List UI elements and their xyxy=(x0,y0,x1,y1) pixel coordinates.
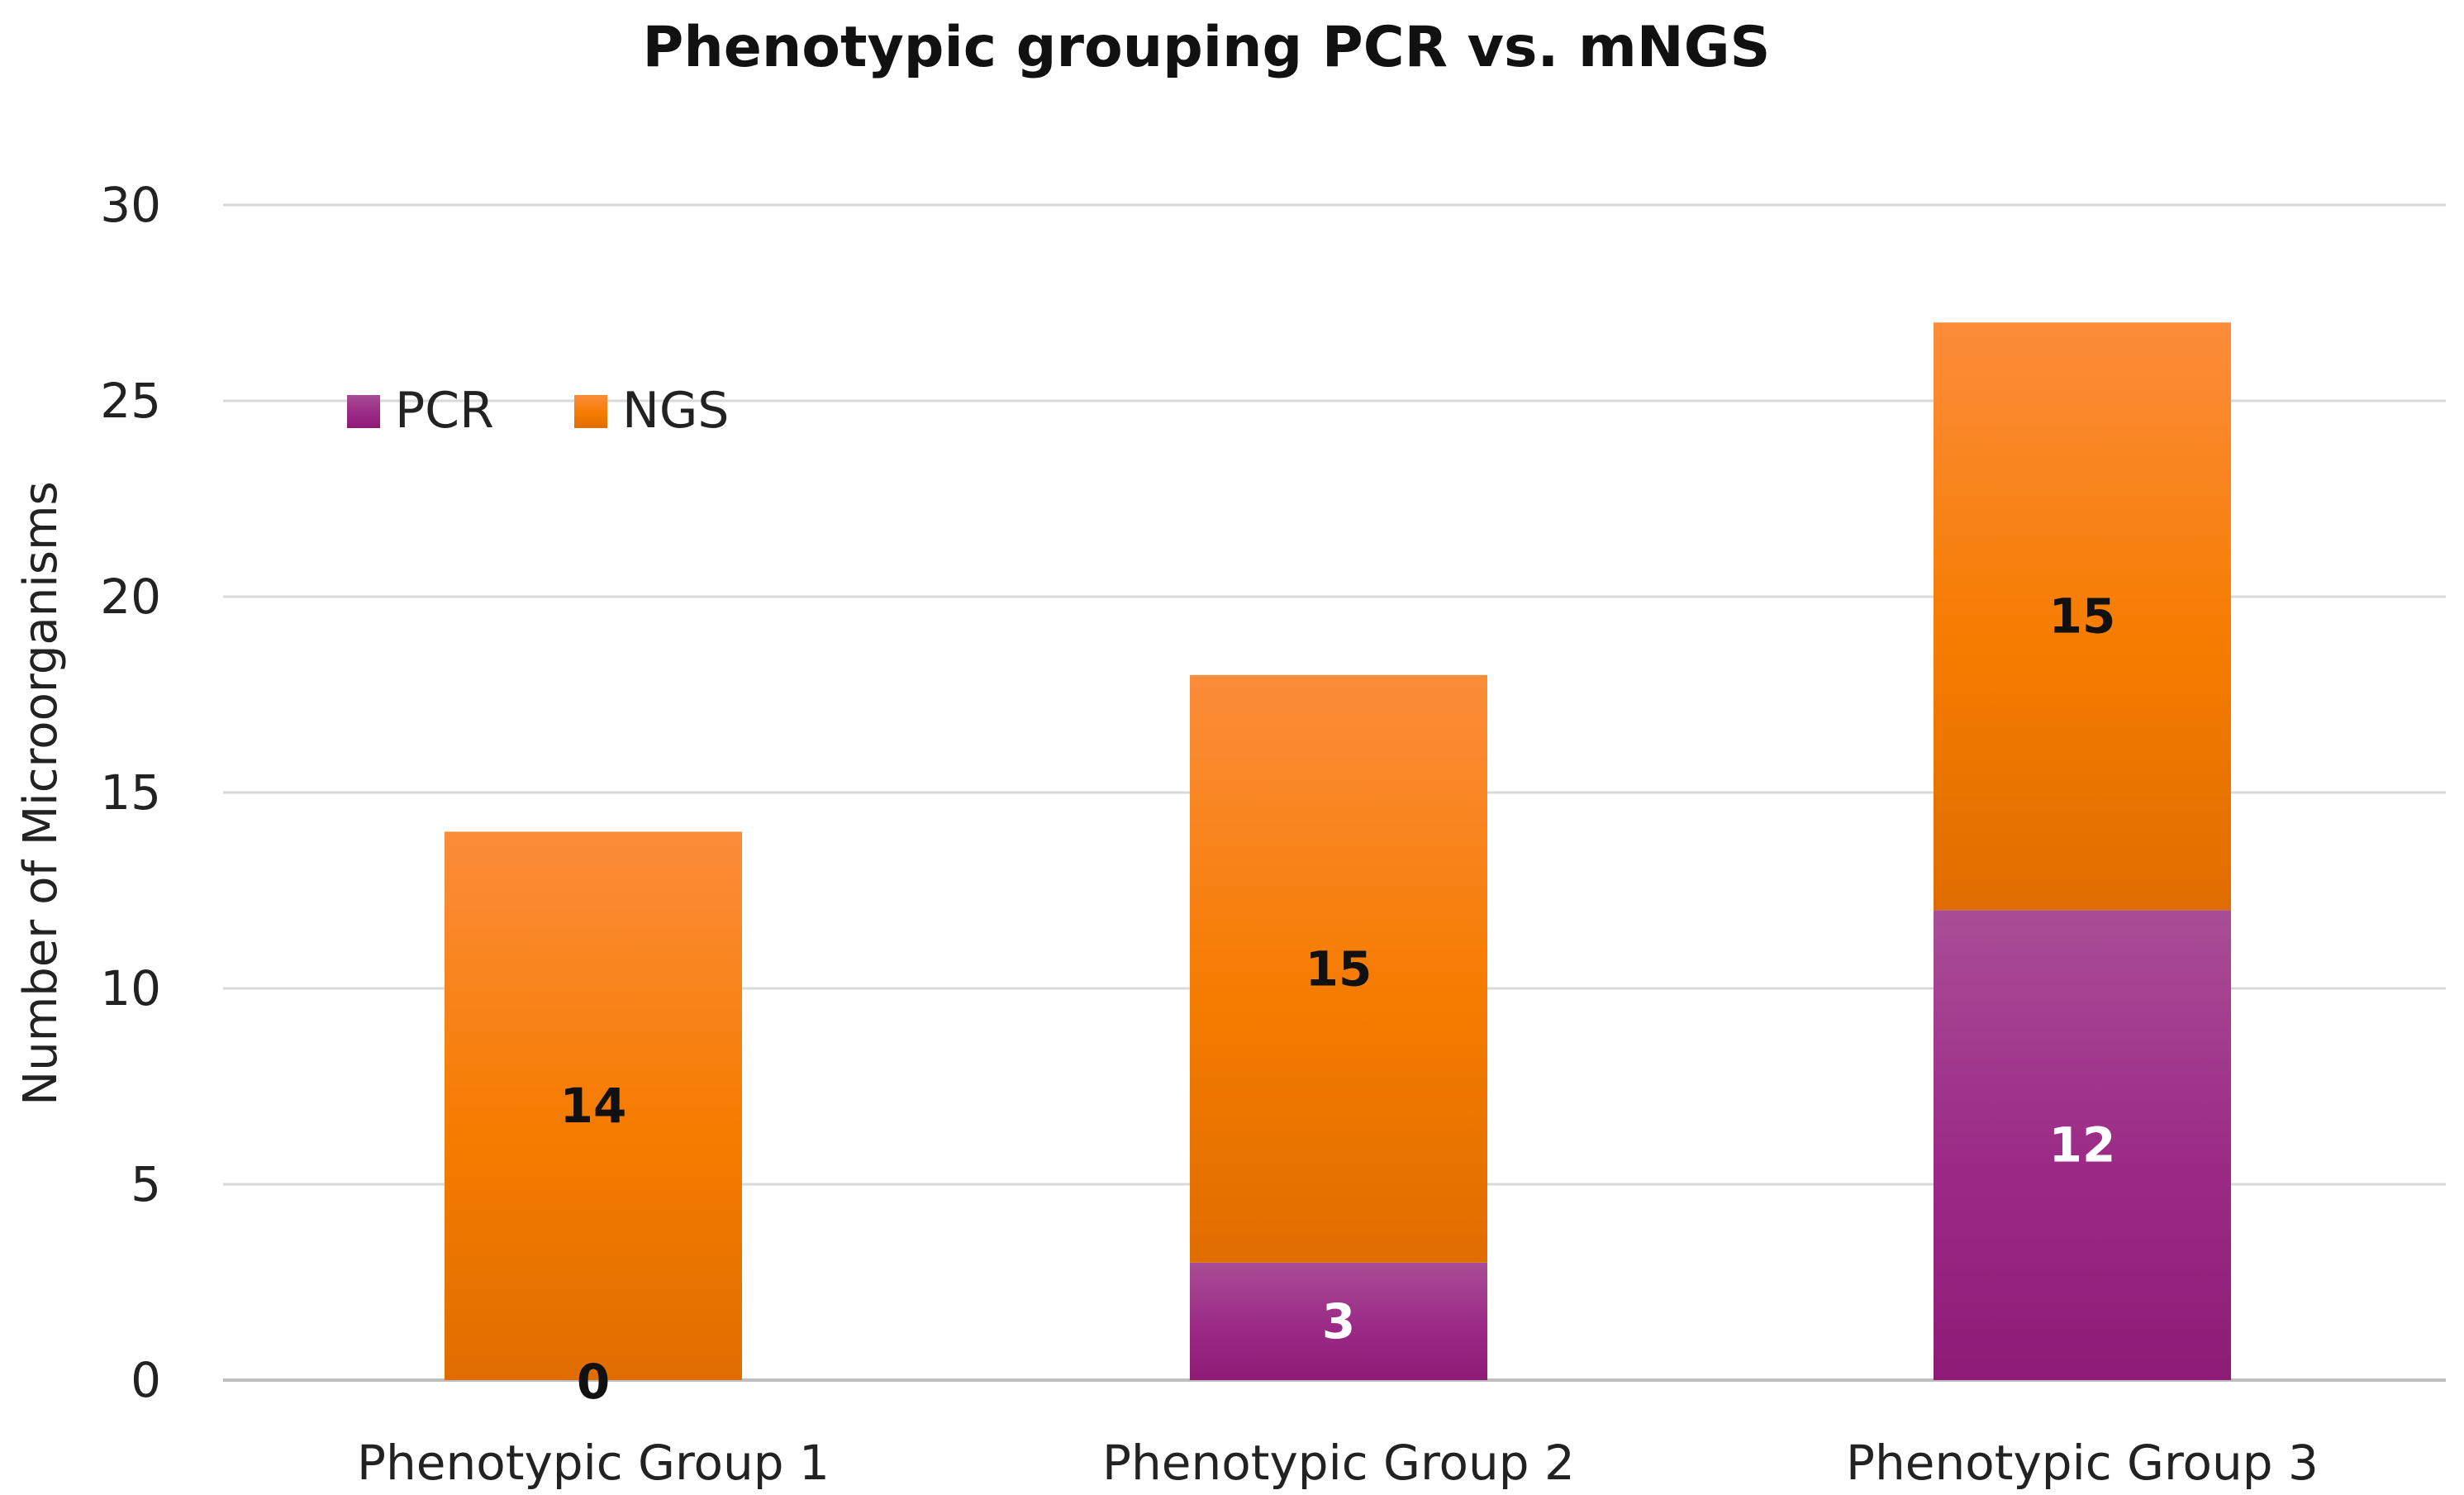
y-tick-label: 15 xyxy=(100,764,161,821)
chart-title: Phenotypic grouping PCR vs. mNGS xyxy=(642,15,1770,80)
data-labels: 0 14 3 15 12 15 xyxy=(560,588,2116,1410)
bar-ngs-group-2 xyxy=(1190,674,1487,1263)
bar-pcr-group-3 xyxy=(1934,910,2231,1380)
data-label-ngs-group-3: 15 xyxy=(2049,588,2116,645)
data-label-ngs-group-2: 15 xyxy=(1306,940,1372,997)
legend: PCR NGS xyxy=(347,382,729,440)
y-tick-label: 10 xyxy=(100,960,161,1017)
x-tick-label: Phenotypic Group 1 xyxy=(357,1435,830,1491)
y-tick-label: 30 xyxy=(100,177,161,233)
x-tick-label: Phenotypic Group 2 xyxy=(1102,1435,1575,1491)
bar-pcr-group-2 xyxy=(1190,1262,1487,1380)
y-tick-label: 0 xyxy=(131,1352,161,1408)
y-tick-label: 25 xyxy=(100,373,161,429)
data-label-ngs-group-1: 14 xyxy=(560,1078,627,1134)
bars xyxy=(445,322,2231,1380)
data-label-pcr-group-3: 12 xyxy=(2049,1117,2116,1174)
y-axis-ticks: 0 5 10 15 20 25 30 xyxy=(100,177,161,1408)
data-label-pcr-group-1: 0 xyxy=(577,1354,610,1410)
bar-ngs-group-3 xyxy=(1934,322,2231,911)
y-tick-label: 20 xyxy=(100,569,161,625)
legend-label-ngs: NGS xyxy=(622,382,729,440)
x-tick-label: Phenotypic Group 3 xyxy=(1846,1435,2319,1491)
legend-swatch-ngs xyxy=(574,395,607,428)
y-axis-title: Number of Microorganisms xyxy=(14,481,68,1105)
legend-swatch-pcr xyxy=(347,395,380,428)
bar-ngs-group-1 xyxy=(445,831,742,1380)
y-tick-label: 5 xyxy=(131,1156,161,1212)
data-label-pcr-group-2: 3 xyxy=(1322,1293,1355,1350)
legend-label-pcr: PCR xyxy=(395,382,494,440)
x-axis-ticks: Phenotypic Group 1 Phenotypic Group 2 Phen… xyxy=(357,1435,2319,1491)
